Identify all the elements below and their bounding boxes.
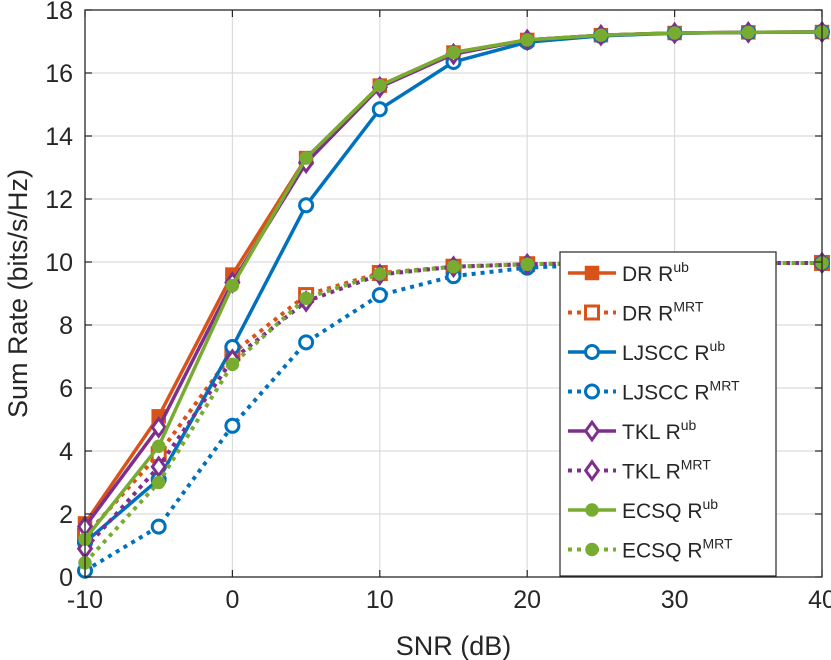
plot-frame [84, 9, 823, 578]
legend-label: LJSCC RMRT [622, 378, 740, 405]
legend-item: TKL Rub [568, 417, 697, 444]
data-point [298, 197, 315, 214]
y-tick-label: 18 [45, 0, 73, 25]
x-tick-label: 10 [366, 586, 394, 614]
y-tick-label: 4 [59, 438, 73, 466]
data-point [150, 416, 167, 439]
data-point [299, 291, 313, 305]
legend-label: ECSQ RMRT [622, 536, 733, 563]
legend-marker [584, 265, 600, 281]
data-point [520, 33, 534, 47]
data-point [373, 267, 387, 281]
data-point [225, 357, 240, 372]
legend-item: DR RMRT [568, 299, 704, 326]
legend-marker [584, 344, 600, 360]
data-point [520, 257, 534, 271]
data-point [446, 259, 461, 274]
legend-marker [584, 304, 600, 321]
legend-marker [583, 459, 601, 482]
legend-label: TKL RMRT [622, 457, 711, 484]
legend: DR Rub DR RMRT LJSCC Rub LJSCC RMRT TKL Rub T… [559, 251, 777, 577]
legend-item: ECSQ RMRT [568, 536, 733, 563]
x-tick-label: -10 [67, 586, 103, 614]
legend-marker [585, 542, 599, 557]
legend-marker [585, 503, 599, 517]
legend-marker [584, 383, 600, 400]
data-point [371, 101, 388, 118]
y-axis-label: Sum Rate (bits/s/Hz) [3, 169, 33, 418]
data-point [299, 151, 313, 165]
y-tick-label: 2 [59, 501, 73, 529]
y-tick-label: 12 [45, 186, 73, 214]
legend-label: DR Rub [622, 259, 689, 286]
data-point [150, 518, 167, 535]
y-tick-label: 8 [59, 312, 73, 340]
y-tick-label: 16 [45, 60, 73, 88]
x-tick-label: 0 [225, 586, 239, 614]
data-point [225, 278, 240, 293]
legend-item: ECSQ Rub [568, 496, 718, 523]
x-axis-label: SNR (dB) [396, 631, 512, 660]
x-tick-label: 30 [661, 586, 689, 614]
legend-item: LJSCC Rub [568, 338, 725, 365]
legend-label: ECSQ Rub [622, 496, 718, 523]
series-7 [78, 25, 829, 546]
data-point [151, 475, 166, 490]
y-tick-label: 14 [45, 123, 73, 151]
data-point [151, 439, 166, 454]
legend-item: DR Rub [568, 259, 689, 286]
y-tick-label: 0 [59, 564, 73, 592]
legend-label: LJSCC Rub [622, 338, 725, 365]
legend-label: TKL Rub [622, 417, 697, 444]
legend-marker [583, 419, 601, 443]
data-point [298, 334, 315, 351]
data-point [741, 25, 756, 40]
data-point [446, 45, 461, 60]
y-tick-label: 6 [59, 375, 73, 403]
legend-item: TKL RMRT [568, 457, 711, 484]
x-tick-label: 20 [513, 586, 541, 614]
legend-label: DR RMRT [622, 299, 704, 326]
data-point [371, 287, 388, 304]
legend-item: LJSCC RMRT [568, 378, 740, 405]
data-point [150, 455, 167, 479]
data-point [373, 78, 387, 93]
data-point [667, 26, 682, 40]
legend-box [559, 251, 777, 577]
y-tick-label: 10 [45, 249, 73, 277]
x-tick-label: 40 [808, 586, 831, 614]
data-point [594, 28, 608, 42]
data-point [224, 417, 241, 434]
